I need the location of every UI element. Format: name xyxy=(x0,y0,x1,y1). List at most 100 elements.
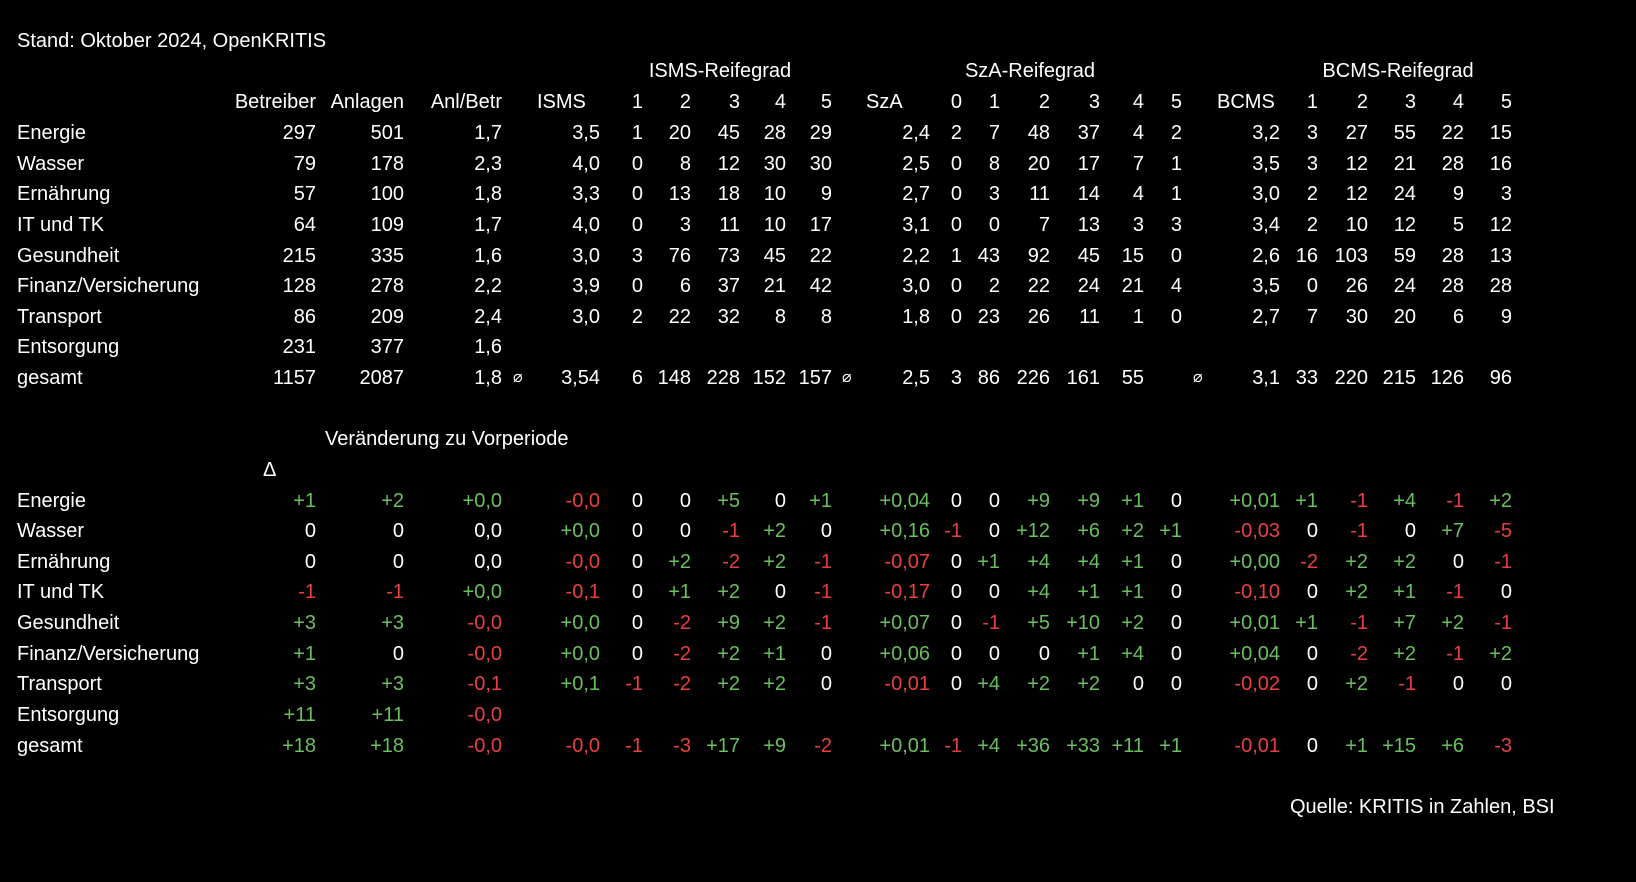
table-cell: 28 xyxy=(1441,245,1464,267)
delta-cell: -0,03 xyxy=(1234,520,1280,542)
delta-cell: +0,0 xyxy=(560,643,600,665)
delta-cell: 0 xyxy=(950,551,962,573)
table-cell: 28 xyxy=(1441,153,1464,175)
table-cell: 3 xyxy=(988,183,1000,205)
delta-cell: +0,0 xyxy=(462,581,502,603)
column-header: 0 xyxy=(950,91,962,113)
table-cell: 26 xyxy=(1027,306,1050,328)
table-cell: 3,5 xyxy=(572,122,600,144)
table-cell: 2,6 xyxy=(1252,245,1280,267)
delta-cell: -0,0 xyxy=(565,490,600,512)
table-cell: 0 xyxy=(1170,306,1182,328)
delta-cell: 0 xyxy=(950,643,962,665)
table-cell: 1 xyxy=(1170,153,1182,175)
table-cell: 3,0 xyxy=(902,275,930,297)
table-cell: 157 xyxy=(798,367,832,389)
table-cell: 4 xyxy=(1132,122,1144,144)
table-cell: 10 xyxy=(763,214,786,236)
average-symbol: ⌀ xyxy=(513,369,523,386)
delta-cell: +0,0 xyxy=(462,490,502,512)
table-cell: 501 xyxy=(370,122,404,144)
table-cell: 16 xyxy=(1295,245,1318,267)
table-cell: 30 xyxy=(809,153,832,175)
table-cell: 1 xyxy=(631,122,643,144)
delta-cell: 0 xyxy=(1404,520,1416,542)
table-cell: 2 xyxy=(1306,214,1318,236)
table-cell: 7 xyxy=(1132,153,1144,175)
sector-label: Wasser xyxy=(17,153,85,175)
column-header: 2 xyxy=(1038,91,1050,113)
delta-cell: +18 xyxy=(370,735,404,757)
table-cell: 10 xyxy=(1345,214,1368,236)
table-cell: 20 xyxy=(1393,306,1416,328)
table-cell: 29 xyxy=(809,122,832,144)
table-cell: 45 xyxy=(717,122,740,144)
delta-cell: 0 xyxy=(820,673,832,695)
sector-label-delta: Finanz/Versicherung xyxy=(17,643,200,665)
delta-cell: -0,01 xyxy=(1234,735,1280,757)
table-cell: 226 xyxy=(1016,367,1050,389)
delta-cell: -0,1 xyxy=(565,581,600,603)
table-cell: 3,1 xyxy=(1252,367,1280,389)
delta-cell: +6 xyxy=(1077,520,1100,542)
delta-cell: -3 xyxy=(1494,735,1512,757)
table-cell: 2,3 xyxy=(474,153,502,175)
delta-cell: 0 xyxy=(950,581,962,603)
stand-label: Stand: Oktober 2024, OpenKRITIS xyxy=(17,30,327,52)
delta-cell: 0 xyxy=(679,520,691,542)
delta-cell: 0 xyxy=(631,520,643,542)
delta-cell: +0,04 xyxy=(879,490,930,512)
table-cell: 2,2 xyxy=(474,275,502,297)
table-cell: 2,4 xyxy=(474,306,502,328)
delta-cell: -1 xyxy=(1446,581,1464,603)
table-cell: 209 xyxy=(370,306,404,328)
delta-cell: 0 xyxy=(1306,643,1318,665)
delta-cell: +0,07 xyxy=(879,612,930,634)
delta-cell: +2 xyxy=(1489,490,1512,512)
delta-cell: +1 xyxy=(293,643,316,665)
table-cell: 0 xyxy=(950,153,962,175)
table-cell: 0 xyxy=(631,275,643,297)
table-cell: 1157 xyxy=(272,367,316,389)
table-cell: 0 xyxy=(1306,275,1318,297)
table-cell: 0 xyxy=(950,183,962,205)
table-cell: 4 xyxy=(1170,275,1182,297)
table-cell: 2,4 xyxy=(902,122,930,144)
delta-cell: 0 xyxy=(988,643,1000,665)
table-cell: 22 xyxy=(809,245,832,267)
delta-cell: -2 xyxy=(673,643,691,665)
delta-cell: -1 xyxy=(1350,490,1368,512)
sector-label: Energie xyxy=(17,122,86,144)
table-cell: 9 xyxy=(1452,183,1464,205)
delta-symbol: Δ xyxy=(263,459,277,481)
delta-cell: +4 xyxy=(977,735,1000,757)
table-cell: 377 xyxy=(370,336,404,358)
table-cell: 3,4 xyxy=(1252,214,1280,236)
change-title: Veränderung zu Vorperiode xyxy=(325,428,569,450)
table-cell: 4 xyxy=(1132,183,1144,205)
table-cell: 3,1 xyxy=(902,214,930,236)
column-header: 5 xyxy=(1170,91,1182,113)
sector-label: Entsorgung xyxy=(17,336,120,358)
delta-cell: +2 xyxy=(1345,551,1368,573)
delta-cell: +3 xyxy=(381,612,404,634)
delta-cell: +1 xyxy=(977,551,1000,573)
delta-cell: +1 xyxy=(1121,581,1144,603)
table-cell: 86 xyxy=(293,306,316,328)
source-footer: Quelle: KRITIS in Zahlen, BSI xyxy=(1290,796,1555,818)
table-cell: 32 xyxy=(717,306,740,328)
delta-cell: 0 xyxy=(988,520,1000,542)
sector-label: Transport xyxy=(17,306,102,328)
delta-cell: +0,16 xyxy=(879,520,930,542)
table-cell: 24 xyxy=(1077,275,1100,297)
delta-cell: +5 xyxy=(1027,612,1050,634)
delta-cell: -1 xyxy=(298,581,316,603)
delta-cell: +2 xyxy=(1121,612,1144,634)
sza-group-header: SzA-Reifegrad xyxy=(964,60,1096,82)
delta-cell: 0 xyxy=(1170,490,1182,512)
delta-cell: -1 xyxy=(814,551,832,573)
delta-cell: 0 xyxy=(392,551,404,573)
table-cell: 3,0 xyxy=(572,306,600,328)
delta-cell: +4 xyxy=(1027,551,1050,573)
table-cell: 3,5 xyxy=(1252,153,1280,175)
